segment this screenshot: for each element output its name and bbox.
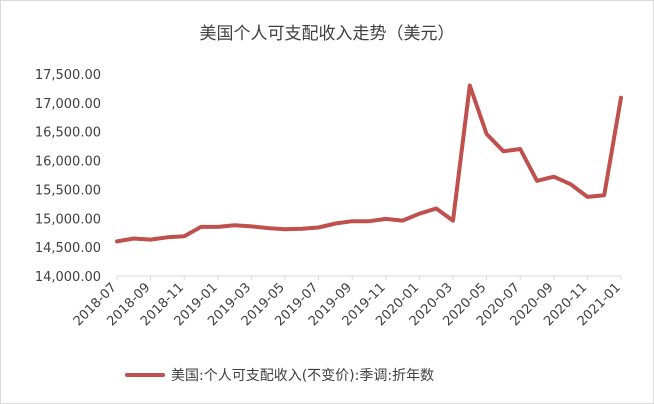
y-tick-label: 16,500.00 — [35, 126, 101, 141]
y-tick-label: 17,500.00 — [35, 68, 101, 83]
y-tick-label: 15,500.00 — [35, 183, 101, 198]
legend: 美国:个人可支配收入(不变价):季调:折年数 — [125, 365, 434, 385]
legend-label: 美国:个人可支配收入(不变价):季调:折年数 — [171, 368, 435, 384]
y-tick-label: 16,000.00 — [35, 155, 101, 170]
y-tick-label: 17,000.00 — [35, 97, 101, 112]
chart-title: 美国个人可支配收入走势（美元） — [199, 24, 455, 44]
y-tick-label: 14,500.00 — [35, 241, 101, 256]
y-tick-label: 14,000.00 — [35, 270, 101, 285]
y-tick-label: 15,000.00 — [35, 212, 101, 227]
legend-swatch — [125, 373, 165, 377]
series-line — [115, 83, 623, 244]
